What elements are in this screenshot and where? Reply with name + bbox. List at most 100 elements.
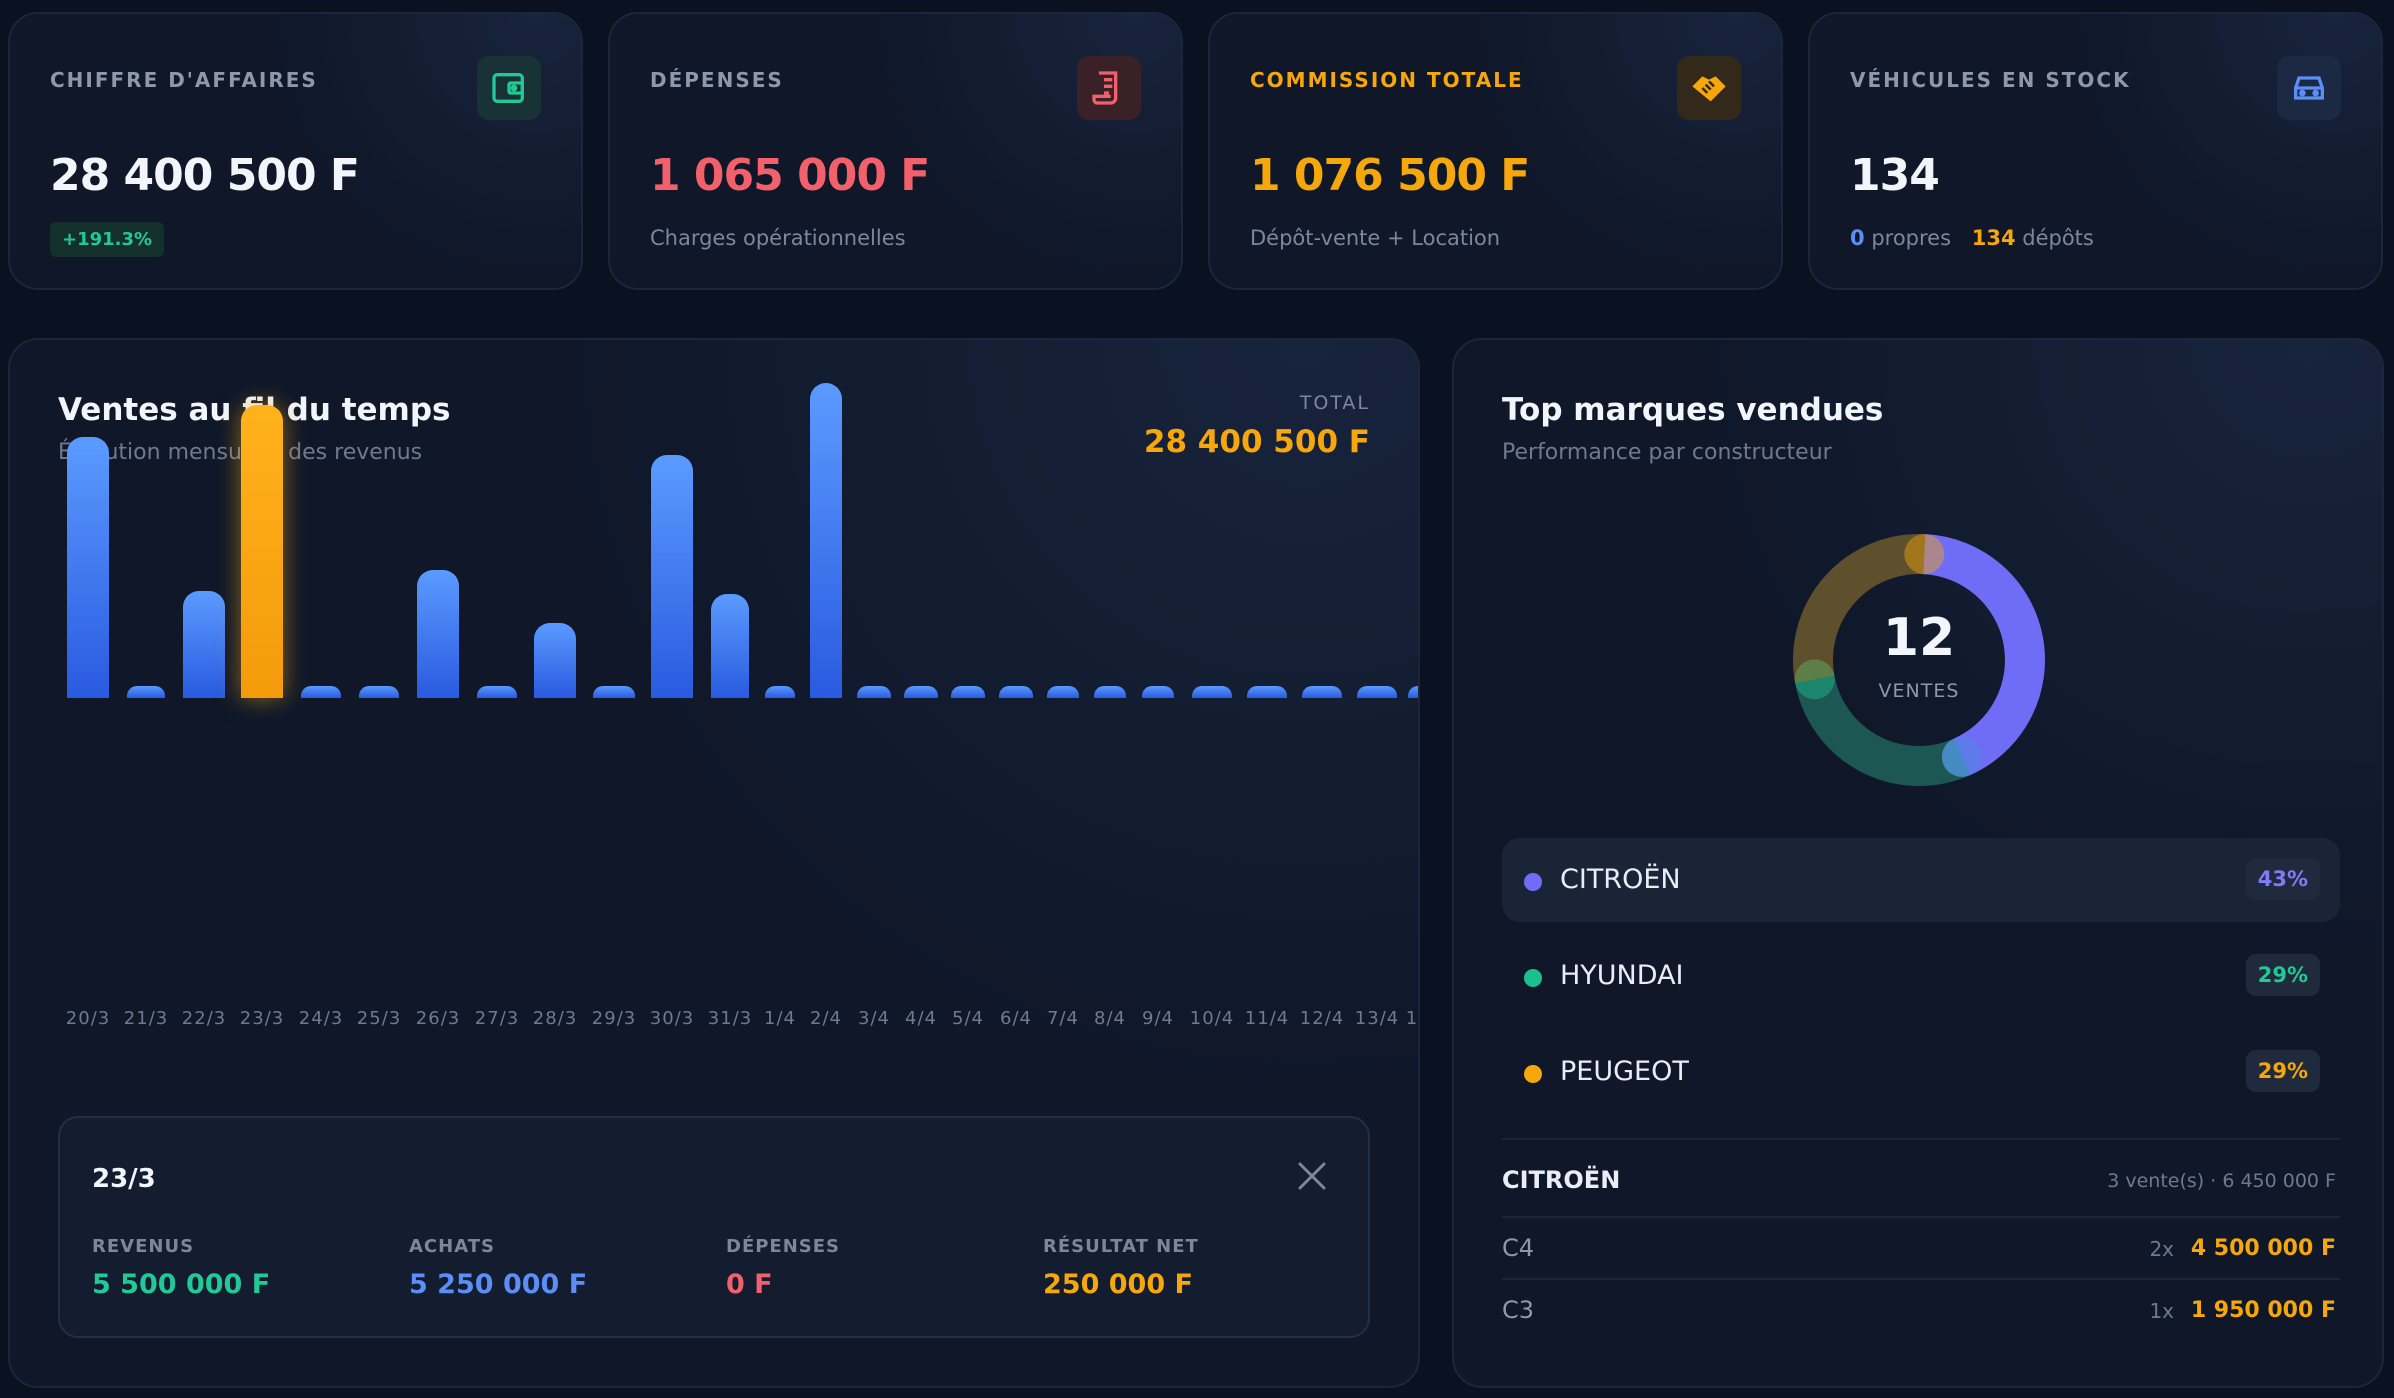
own-count: 0: [1850, 226, 1865, 250]
chart-bar-11-4[interactable]: [1247, 686, 1287, 698]
x-tick-label: 12/4: [1299, 1008, 1345, 1029]
x-tick-label: 4/4: [905, 1008, 937, 1029]
chart-bar-24-3[interactable]: [301, 686, 341, 698]
brand-name: PEUGEOT: [1560, 1056, 1689, 1087]
brand-percent: 43%: [2245, 858, 2320, 900]
model-price: 1 950 000 F: [2190, 1298, 2336, 1323]
close-icon[interactable]: [1292, 1156, 1332, 1196]
brand-row-peugeot[interactable]: PEUGEOT 29%: [1502, 1030, 2340, 1114]
chart-bar-21-3[interactable]: [127, 686, 165, 698]
chart-bar-29-3[interactable]: [593, 686, 635, 698]
stock-breakdown: 0 propres 134 dépôts: [1850, 226, 2094, 250]
chart-bar-2-4[interactable]: [810, 383, 842, 698]
x-tick-label: 20/3: [65, 1008, 111, 1029]
growth-badge: +191.3%: [50, 222, 165, 257]
x-tick-label: 5/4: [952, 1008, 984, 1029]
x-tick-label: 10/4: [1189, 1008, 1235, 1029]
metric-purchases: ACHATS 5 250 000 F: [409, 1236, 587, 1300]
chart-bar-25-3[interactable]: [359, 686, 399, 698]
metric-value: 0 F: [726, 1269, 773, 1300]
bar-chart: 20/3 21/3 22/3 23/3 24/3 25/3 26/3 27/3 28/3 29/3…: [10, 340, 1418, 1040]
chart-bar-22-3[interactable]: [183, 591, 225, 698]
brand-dot: [1524, 1065, 1542, 1083]
donut-segment[interactable]: [1793, 534, 1926, 683]
metric-revenue: REVENUS 5 500 000 F: [92, 1236, 270, 1300]
kpi-card-revenue: CHIFFRE D'AFFAIRES 28 400 500 F +191.3%: [8, 12, 583, 290]
brand-percent: 29%: [2245, 1050, 2320, 1092]
brands-title: Top marques vendues: [1502, 392, 1884, 428]
chart-bar-23-3[interactable]: [241, 404, 283, 698]
metric-net-result: RÉSULTAT NET 250 000 F: [1043, 1236, 1199, 1300]
metric-label: RÉSULTAT NET: [1043, 1236, 1199, 1257]
model-qty: 2x: [2149, 1237, 2174, 1261]
brand-row-hyundai[interactable]: HYUNDAI 29%: [1502, 934, 2340, 1018]
metric-label: REVENUS: [92, 1236, 195, 1257]
x-tick-label: 2/4: [810, 1008, 842, 1029]
divider: [1502, 1278, 2340, 1280]
x-tick-label: 28/3: [532, 1008, 578, 1029]
x-tick-label: 25/3: [356, 1008, 402, 1029]
x-tick-label: 23/3: [239, 1008, 285, 1029]
x-tick-label: 30/3: [649, 1008, 695, 1029]
donut-segment[interactable]: [1795, 675, 1970, 786]
metric-value: 250 000 F: [1043, 1269, 1193, 1300]
chart-bar-5-4[interactable]: [951, 686, 985, 698]
sales-subtitle: Évolution mensuelle des revenus: [58, 440, 423, 465]
brand-dot: [1524, 873, 1542, 891]
chart-bar-4-4[interactable]: [904, 686, 938, 698]
sales-chart-card: Ventes au fil du temps Évolution mensuel…: [8, 338, 1420, 1388]
donut-segment[interactable]: [1922, 534, 2045, 776]
kpi-card-commission: COMMISSION TOTALE 1 076 500 F Dépôt-vent…: [1208, 12, 1783, 290]
chart-bar-1-4[interactable]: [765, 686, 795, 698]
x-tick-label: 3/4: [858, 1008, 890, 1029]
x-tick-label: 7/4: [1047, 1008, 1079, 1029]
x-tick-label: 11/4: [1244, 1008, 1290, 1029]
kpi-subtitle: Charges opérationnelles: [650, 226, 906, 250]
brand-row-citroen[interactable]: CITROËN 43%: [1502, 838, 2340, 922]
brands-donut-chart: 12 VENTES: [1779, 520, 2059, 800]
kpi-subtitle: Dépôt-vente + Location: [1250, 226, 1501, 250]
chart-bar-20-3[interactable]: [67, 436, 109, 698]
chart-bar-28-3[interactable]: [534, 623, 576, 698]
chart-bar-13-4[interactable]: [1357, 686, 1397, 698]
donut-segment-cap: [1794, 659, 1835, 700]
kpi-value: 134: [1850, 150, 1940, 201]
kpi-value: 1 065 000 F: [650, 150, 930, 201]
chart-bar-10-4[interactable]: [1192, 686, 1232, 698]
detail-date: 23/3: [92, 1164, 156, 1194]
x-tick-label: 29/3: [591, 1008, 637, 1029]
brand-detail-name: CITROËN: [1502, 1166, 1621, 1194]
brands-subtitle: Performance par constructeur: [1502, 440, 1832, 465]
chart-bar-8-4[interactable]: [1094, 686, 1126, 698]
model-name: C3: [1502, 1296, 1535, 1324]
divider: [1502, 1216, 2340, 1218]
kpi-title: DÉPENSES: [650, 68, 784, 92]
brand-name: HYUNDAI: [1560, 960, 1684, 991]
chart-bar-27-3[interactable]: [477, 686, 517, 698]
x-tick-label: 27/3: [474, 1008, 520, 1029]
wallet-icon: [477, 56, 541, 120]
x-tick-label: 22/3: [181, 1008, 227, 1029]
donut-segment-cap: [1941, 736, 1982, 777]
kpi-value: 28 400 500 F: [50, 150, 360, 201]
donut-total: 12: [1882, 608, 1956, 668]
chart-bar-3-4[interactable]: [857, 686, 891, 698]
brand-name: CITROËN: [1560, 864, 1681, 895]
chart-bar-9-4[interactable]: [1142, 686, 1174, 698]
top-brands-card: Top marques vendues Performance par cons…: [1452, 338, 2384, 1388]
day-detail-panel: 23/3 REVENUS 5 500 000 F ACHATS 5 250 00…: [58, 1116, 1370, 1338]
car-icon: [2277, 56, 2341, 120]
metric-label: DÉPENSES: [726, 1236, 841, 1257]
chart-bar-6-4[interactable]: [999, 686, 1033, 698]
model-qty: 1x: [2149, 1299, 2174, 1323]
donut-segment-cap: [1904, 534, 1945, 575]
chart-bar-26-3[interactable]: [417, 570, 459, 698]
divider: [1502, 1138, 2340, 1140]
kpi-value: 1 076 500 F: [1250, 150, 1530, 201]
chart-bar-7-4[interactable]: [1047, 686, 1079, 698]
chart-bar-14-4[interactable]: [1408, 686, 1418, 698]
chart-bar-31-3[interactable]: [711, 594, 749, 698]
chart-bar-30-3[interactable]: [651, 455, 693, 698]
chart-bar-12-4[interactable]: [1302, 686, 1342, 698]
total-label: TOTAL: [1299, 392, 1370, 414]
